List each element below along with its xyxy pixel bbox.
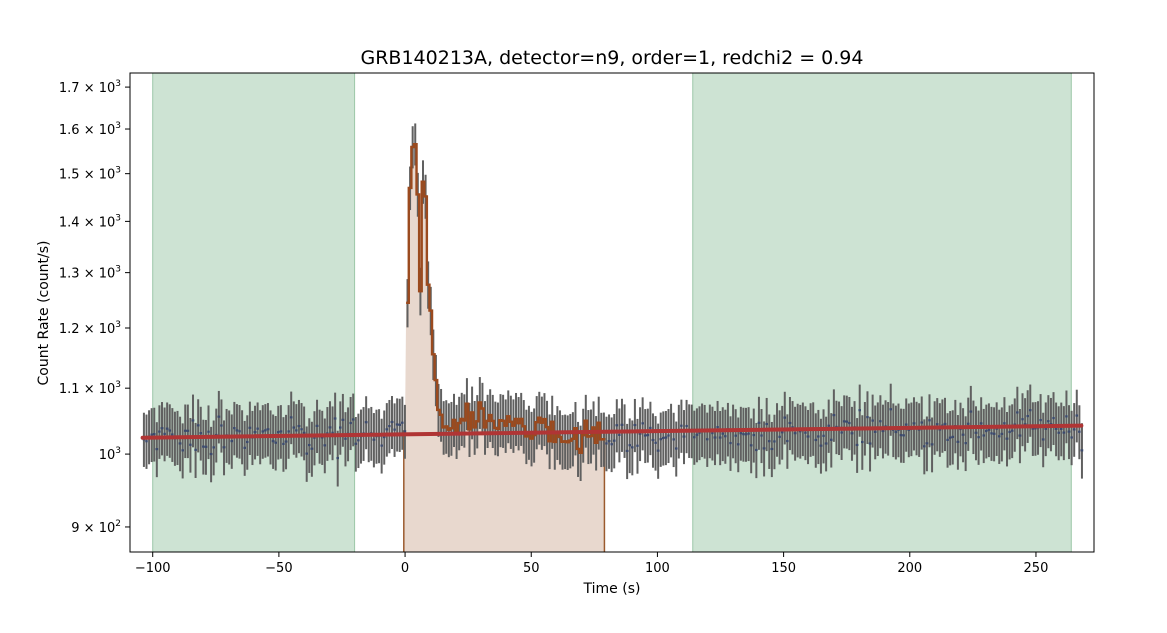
x-tick-label: 50 xyxy=(523,561,540,576)
shaded-regions xyxy=(152,72,1072,553)
y-tick-label: 1.2 × 103 xyxy=(59,320,121,337)
x-axis: −100 −50 0 50 100 150 200 250 xyxy=(135,552,1049,576)
y-tick-label: 1.6 × 103 xyxy=(59,121,121,138)
y-tick-label: 1.7 × 103 xyxy=(59,79,121,96)
x-tick-label: −50 xyxy=(265,561,292,576)
light-curve xyxy=(142,123,1084,487)
y-tick-label: 1.5 × 103 xyxy=(59,166,121,183)
y-axis-label: Count Rate (count/s) xyxy=(36,240,52,385)
x-tick-label: −100 xyxy=(135,561,171,576)
y-tick-label: 1.1 × 103 xyxy=(59,380,121,397)
y-tick-label: 9 × 102 xyxy=(71,519,121,536)
background-region-2 xyxy=(692,72,1072,553)
y-axis: 9 × 102 103 1.1 × 103 1.2 × 103 1.3 × 103 1.4… xyxy=(59,79,130,536)
background-model-line xyxy=(140,423,1084,440)
x-tick-label: 100 xyxy=(645,561,670,576)
background-model xyxy=(140,423,1084,440)
x-tick-label: 250 xyxy=(1024,561,1049,576)
x-tick-label: 150 xyxy=(771,561,796,576)
x-tick-label: 0 xyxy=(401,561,409,576)
background-region-1 xyxy=(152,72,356,553)
plot-frame xyxy=(129,72,1095,553)
x-axis-label: Time (s) xyxy=(583,581,641,597)
y-tick-label: 1.3 × 103 xyxy=(59,265,121,282)
x-tick-label: 200 xyxy=(897,561,922,576)
y-tick-label: 103 xyxy=(99,446,121,463)
chart-title: GRB140213A, detector=n9, order=1, redchi… xyxy=(361,47,864,69)
source-light-curve xyxy=(406,142,606,454)
y-tick-label: 1.4 × 103 xyxy=(59,213,121,230)
